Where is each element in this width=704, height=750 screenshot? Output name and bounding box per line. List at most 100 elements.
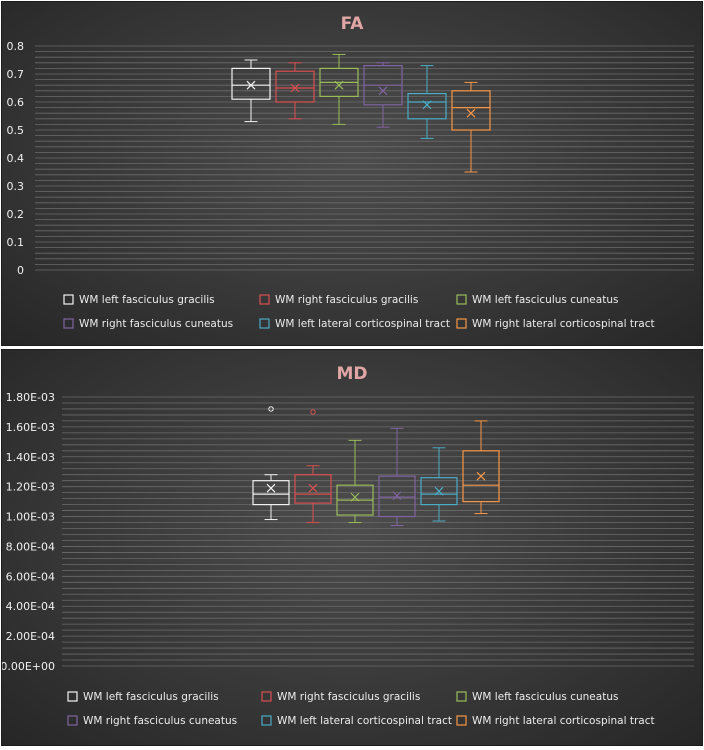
md-chart-panel: MD 0.00E+00 2.00E-04 4.00E-04 6.00E-04 8.00E… (1, 349, 703, 746)
legend-swatch (261, 691, 272, 702)
legend-swatch (67, 691, 78, 702)
legend-label: WM left lateral corticospinal tract (277, 715, 452, 727)
outlier-point (310, 409, 316, 415)
legend-label: WM right lateral corticospinal tract (472, 318, 655, 330)
y-tick-label: 0.6 (7, 96, 25, 109)
y-axis-ticks: 0 0.1 0.2 0.3 0.4 0.5 0.6 0.7 0.8 (7, 40, 25, 277)
legend-label: WM left fasciculus cuneatus (472, 691, 618, 703)
box-6 (462, 420, 500, 515)
legend-item: WM right fasciculus gracilis (261, 691, 420, 703)
legend-swatch (456, 691, 467, 702)
mean-marker (334, 80, 344, 90)
box-iqr (378, 475, 416, 518)
box-iqr (294, 474, 332, 504)
legend-swatch (67, 715, 78, 726)
y-tick-label: 0.4 (7, 152, 25, 165)
y-tick-label: 1.40E-03 (6, 451, 55, 464)
box-2 (275, 62, 315, 120)
legend-label: WM left lateral corticospinal tract (275, 318, 450, 330)
box-iqr (231, 67, 271, 100)
box-6 (451, 81, 491, 173)
box-iqr (407, 92, 447, 120)
legend-item: WM right lateral corticospinal tract (456, 318, 655, 330)
y-tick-label: 6.00E-04 (6, 570, 55, 583)
legend-label: WM left fasciculus gracilis (83, 691, 219, 703)
y-tick-label: 0.8 (7, 40, 25, 53)
y-tick-label: 1.80E-03 (6, 391, 55, 404)
y-tick-label: 0.5 (7, 124, 25, 137)
y-tick-label: 0.3 (7, 180, 25, 193)
box-iqr (462, 450, 500, 503)
box-series (252, 406, 500, 527)
box-2 (294, 409, 332, 524)
box-5 (420, 447, 458, 522)
legend-swatch (63, 318, 74, 329)
mean-marker (392, 491, 402, 501)
box-iqr (451, 90, 491, 131)
box-iqr (275, 70, 315, 103)
legend-swatch (259, 294, 270, 305)
legend-label: WM right fasciculus gracilis (275, 294, 418, 306)
legend-label: WM right fasciculus gracilis (277, 691, 420, 703)
y-tick-label: 2.00E-04 (6, 630, 55, 643)
y-tick-label: 4.00E-04 (6, 600, 55, 613)
mean-marker (266, 483, 276, 493)
legend-item: WM left fasciculus cuneatus (456, 691, 618, 703)
mean-marker (290, 83, 300, 93)
legend-item: WM left fasciculus gracilis (67, 691, 219, 703)
legend-swatch (261, 715, 272, 726)
legend-item: WM right lateral corticospinal tract (456, 715, 655, 727)
box-1 (231, 59, 271, 123)
legend-label: WM right fasciculus cuneatus (83, 715, 237, 727)
legend-swatch (456, 318, 467, 329)
box-4 (363, 62, 403, 128)
legend: WM left fasciculus gracilis WM right fasc… (63, 294, 655, 330)
legend: WM left fasciculus gracilis WM right fasc… (67, 691, 655, 727)
legend-item: WM left lateral corticospinal tract (261, 715, 452, 727)
y-tick-label: 0.00E+00 (2, 660, 55, 673)
legend-swatch (259, 318, 270, 329)
mean-marker (422, 100, 432, 110)
box-4 (378, 427, 416, 527)
y-tick-label: 0.2 (7, 208, 25, 221)
mean-marker (246, 80, 256, 90)
legend-item: WM left fasciculus gracilis (63, 294, 215, 306)
box-series (231, 53, 491, 173)
y-tick-label: 8.00E-04 (6, 540, 55, 553)
legend-item: WM left lateral corticospinal tract (259, 318, 450, 330)
box-5 (407, 65, 447, 139)
legend-label: WM left fasciculus gracilis (79, 294, 215, 306)
box-iqr (420, 477, 458, 506)
y-tick-label: 1.00E-03 (6, 511, 55, 524)
y-tick-label: 1.20E-03 (6, 481, 55, 494)
y-tick-label: 1.60E-03 (6, 421, 55, 434)
legend-item: WM left fasciculus cuneatus (456, 294, 618, 306)
box-3 (336, 439, 374, 524)
mean-marker (466, 108, 476, 118)
fa-chart-title: FA (341, 14, 365, 34)
mean-marker (434, 486, 444, 496)
fa-chart-panel: FA 0 0.1 0.2 0.3 0.4 0.5 0.6 0.7 0.8 WM left fasc… (1, 1, 703, 346)
box-1 (252, 406, 290, 521)
mean-marker (378, 86, 388, 96)
outlier-point (268, 406, 274, 412)
gridlines (35, 45, 694, 271)
legend-item: WM right fasciculus gracilis (259, 294, 418, 306)
legend-label: WM left fasciculus cuneatus (472, 294, 618, 306)
legend-label: WM right fasciculus cuneatus (79, 318, 233, 330)
legend-swatch (456, 294, 467, 305)
md-chart: MD 0.00E+00 2.00E-04 4.00E-04 6.00E-04 8.00E… (2, 364, 694, 727)
y-tick-label: 0.7 (7, 68, 25, 81)
box-iqr (252, 480, 290, 506)
y-tick-label: 0 (17, 264, 24, 277)
legend-swatch (456, 715, 467, 726)
mean-marker (308, 483, 318, 493)
legend-item: WM right fasciculus cuneatus (63, 318, 233, 330)
legend-label: WM right lateral corticospinal tract (472, 715, 655, 727)
mean-marker (350, 492, 360, 502)
md-chart-title: MD (336, 364, 367, 384)
gridlines (62, 396, 694, 667)
y-tick-label: 0.1 (7, 236, 25, 249)
y-axis-ticks: 0.00E+00 2.00E-04 4.00E-04 6.00E-04 8.00E-04… (2, 391, 55, 673)
mean-marker (476, 471, 486, 481)
